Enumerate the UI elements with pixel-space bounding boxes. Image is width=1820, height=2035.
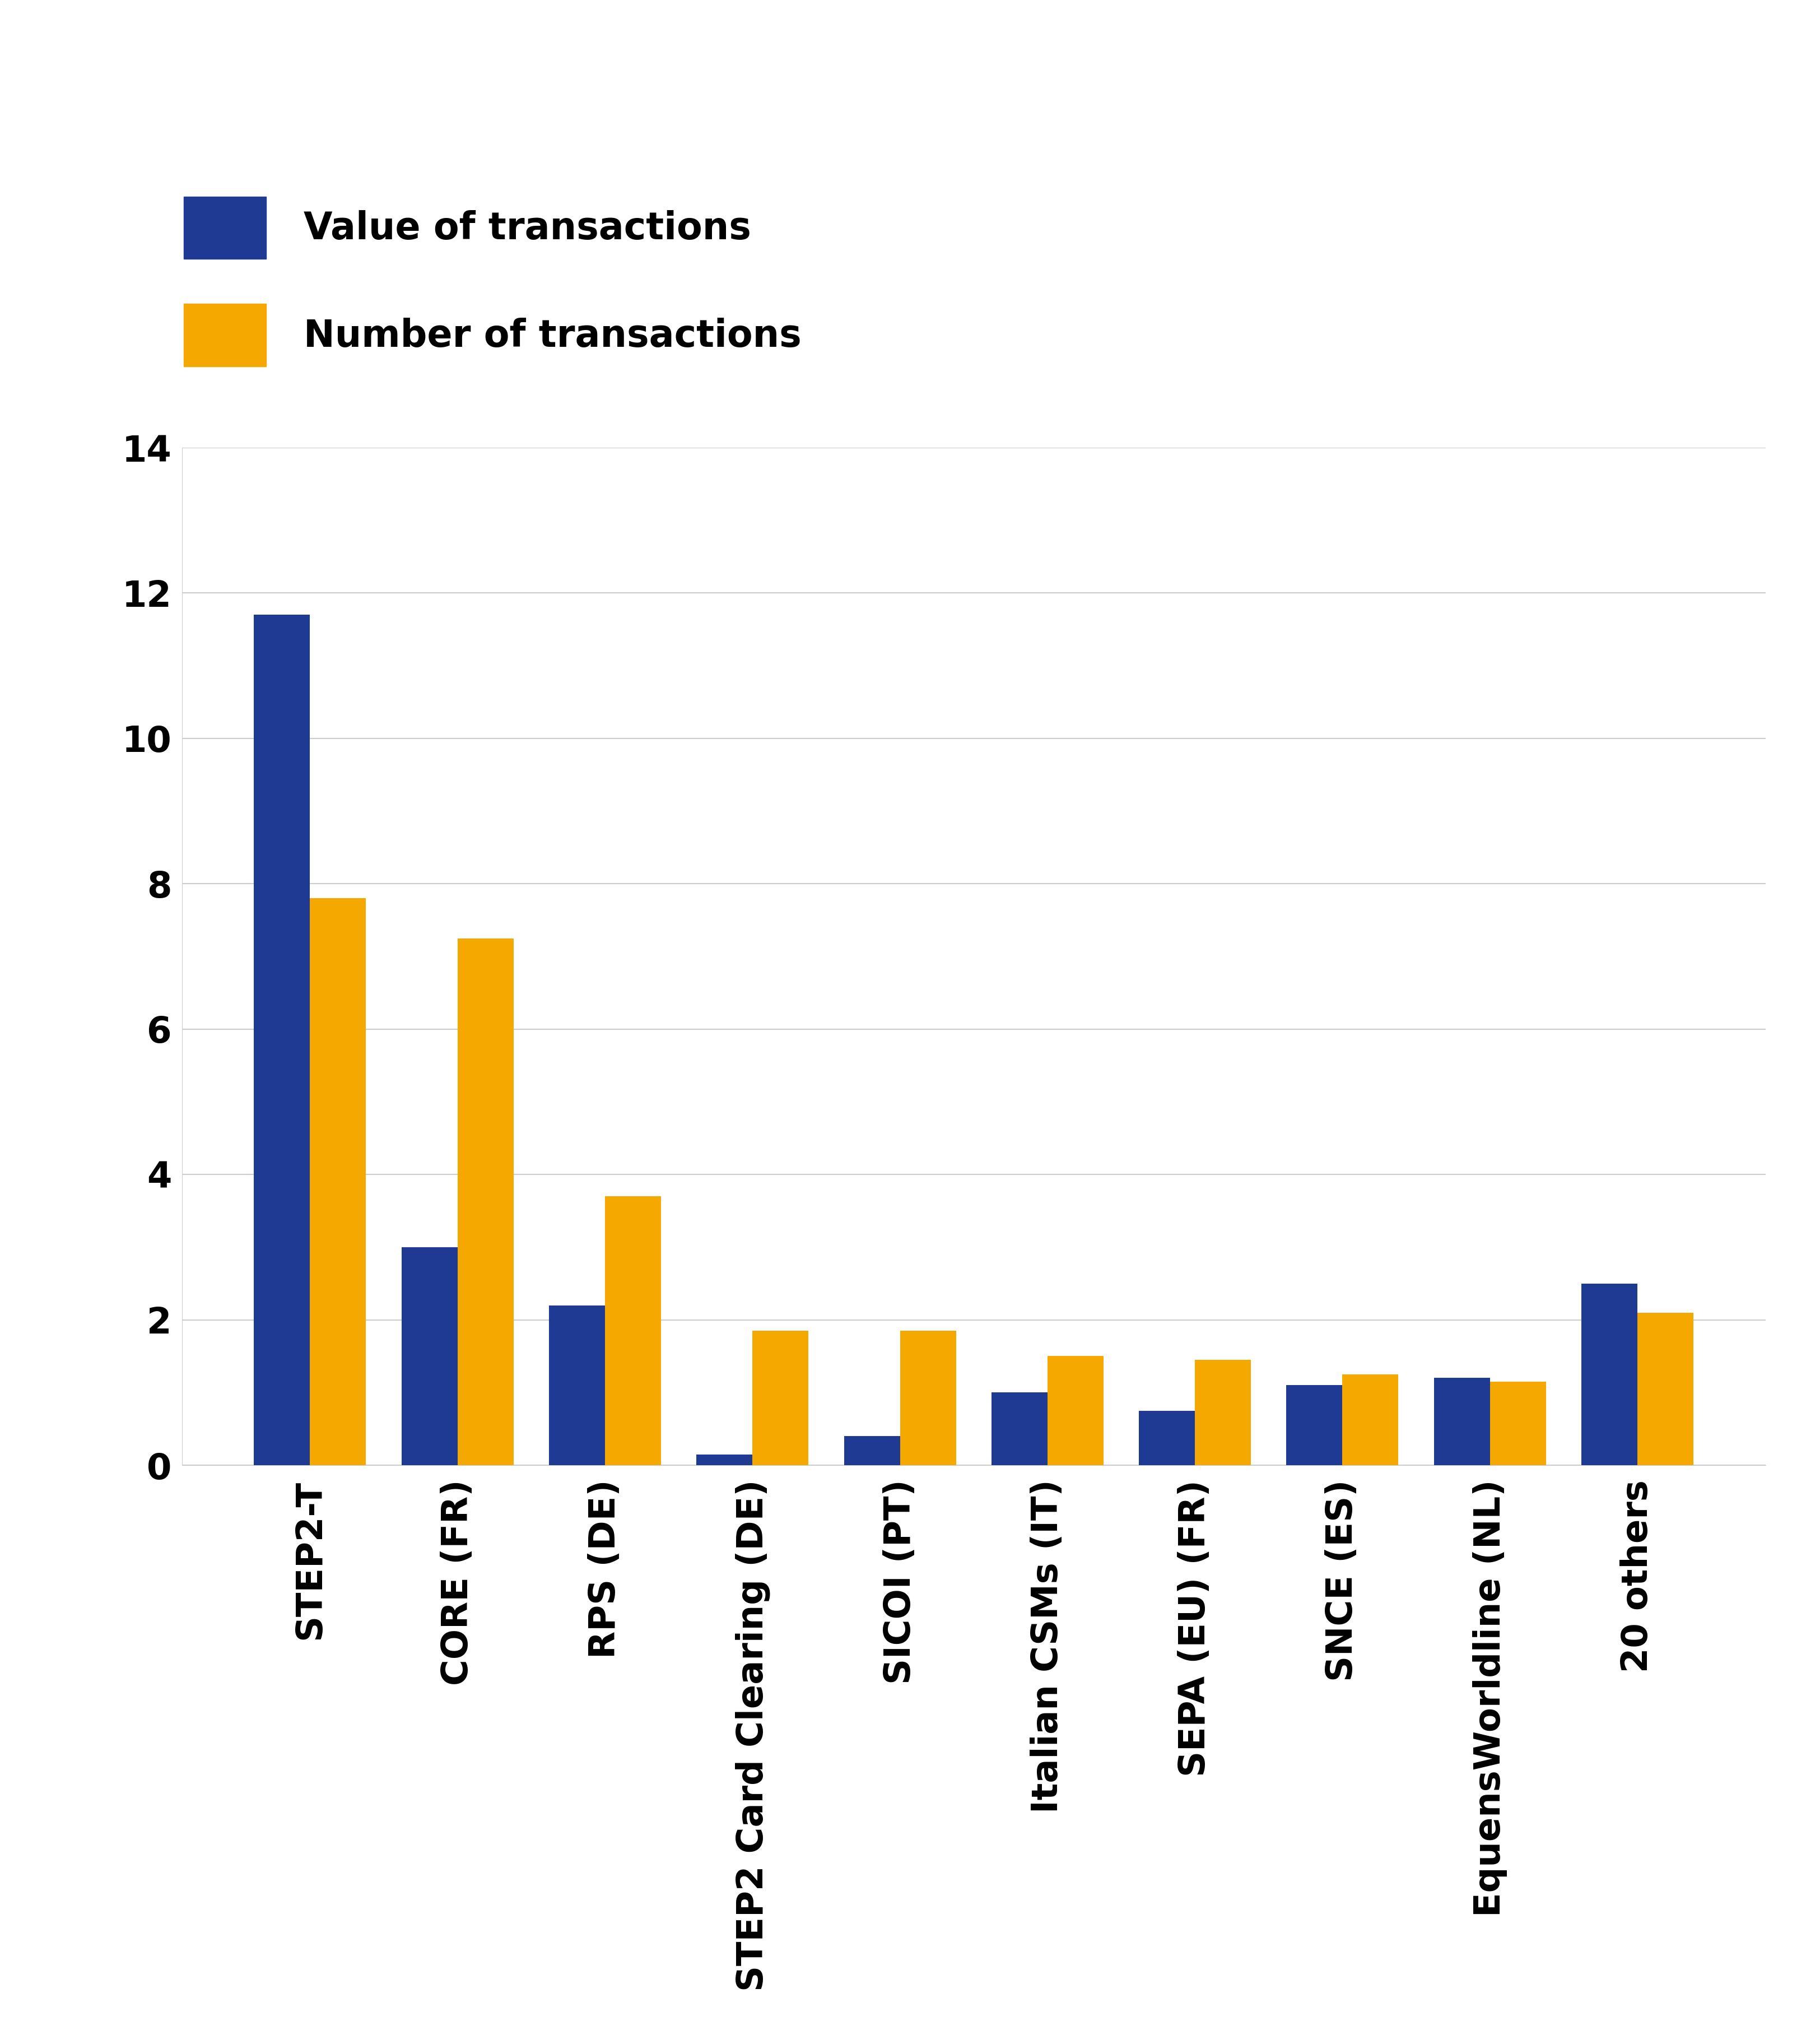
Bar: [752, 1331, 808, 1465]
Bar: [550, 1304, 604, 1465]
Bar: [402, 1247, 457, 1465]
Bar: [1139, 1410, 1196, 1465]
Bar: [697, 1455, 752, 1465]
Bar: [1434, 1378, 1491, 1465]
Bar: [1582, 1284, 1638, 1465]
Bar: [1196, 1359, 1250, 1465]
Bar: [255, 615, 309, 1465]
Bar: [1638, 1313, 1693, 1465]
Bar: [844, 1437, 899, 1465]
Bar: [1343, 1374, 1398, 1465]
Bar: [1287, 1386, 1343, 1465]
Bar: [309, 897, 366, 1465]
Bar: [1048, 1355, 1103, 1465]
Bar: [457, 938, 513, 1465]
Bar: [1491, 1382, 1545, 1465]
Legend: Value of transactions, Number of transactions: Value of transactions, Number of transac…: [169, 181, 815, 381]
Bar: [899, 1331, 956, 1465]
Bar: [992, 1392, 1048, 1465]
Bar: [604, 1197, 661, 1465]
